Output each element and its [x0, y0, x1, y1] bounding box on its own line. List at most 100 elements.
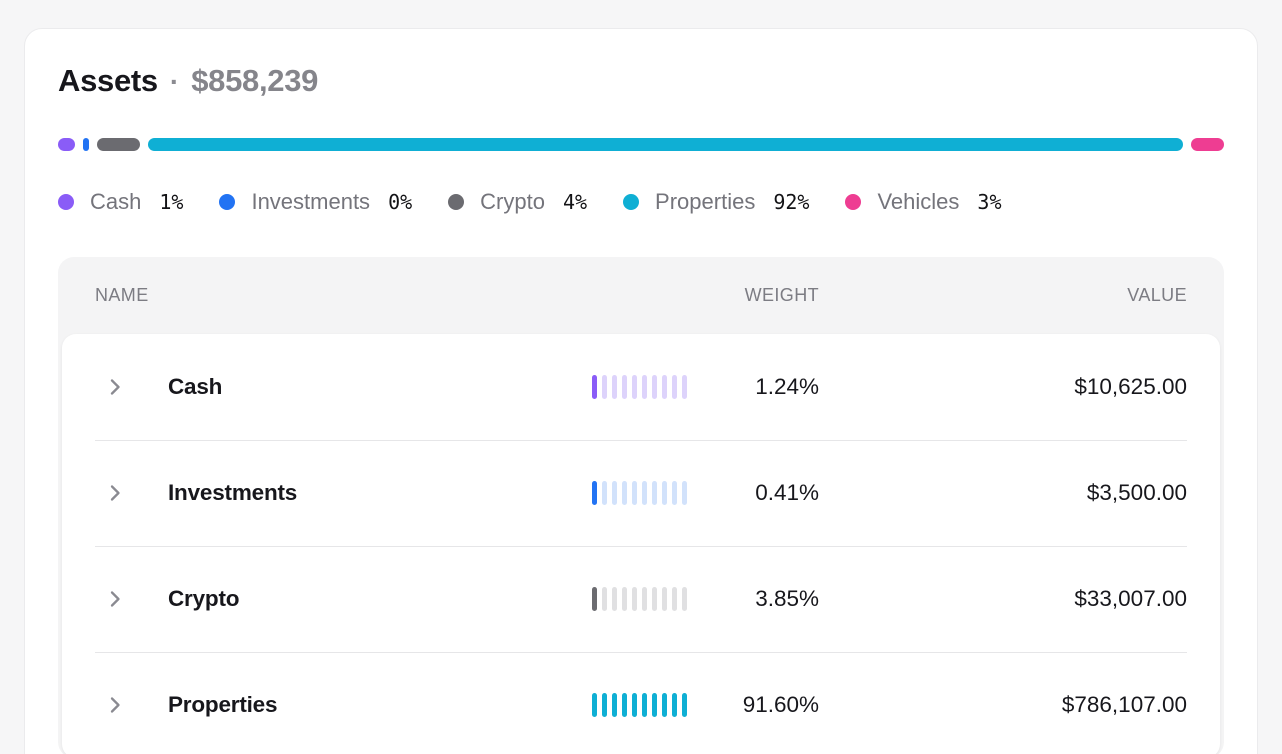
- weight-tick: [632, 375, 637, 399]
- assets-card: Assets · $858,239 Cash 1% Investments 0% Cry…: [24, 28, 1258, 754]
- weight-tick: [682, 587, 687, 611]
- column-header-weight: WEIGHT: [744, 285, 819, 305]
- table-body: Cash 1.24% $10,625.00 Investments 0.41% $3,50…: [62, 334, 1220, 754]
- legend-label: Investments: [251, 189, 371, 214]
- weight-tick: [652, 587, 657, 611]
- asset-weight: 0.41%: [755, 480, 819, 505]
- allocation-bar: [58, 137, 1224, 151]
- legend-percent: 4%: [562, 190, 588, 214]
- weight-tick: [662, 375, 667, 399]
- legend-percent: 1%: [159, 190, 184, 214]
- asset-name: Properties: [168, 692, 278, 717]
- weight-tick: [642, 587, 647, 611]
- weight-tick: [672, 693, 677, 717]
- asset-name: Investments: [168, 480, 298, 505]
- weight-tick: [652, 693, 657, 717]
- legend-percent: 92%: [773, 190, 810, 214]
- weight-tick: [612, 693, 617, 717]
- legend-item-investments[interactable]: Investments 0%: [219, 189, 412, 215]
- allocation-segment-investments: [83, 137, 89, 151]
- legend-dot-icon: [845, 194, 862, 210]
- weight-tick: [602, 693, 607, 717]
- legend-dot-icon: [219, 194, 236, 210]
- weight-tick: [642, 693, 647, 717]
- weight-tick: [612, 587, 617, 611]
- asset-weight: 91.60%: [742, 692, 819, 717]
- weight-tick: [612, 481, 617, 505]
- weight-tick: [672, 375, 677, 399]
- weight-tick: [622, 693, 627, 717]
- legend-dot-icon: [448, 194, 465, 210]
- asset-value: $33,007.00: [1074, 586, 1187, 611]
- weight-tick: [622, 375, 627, 399]
- table-row-cash[interactable]: Cash 1.24% $10,625.00: [62, 334, 1220, 440]
- legend-percent: 3%: [977, 190, 1002, 214]
- assets-title-row: Assets · $858,239: [58, 63, 1224, 99]
- weight-tick: [602, 375, 607, 399]
- weight-tick: [622, 481, 627, 505]
- weight-tick: [602, 481, 607, 505]
- allocation-segment-cash: [58, 137, 75, 151]
- title-separator: ·: [169, 66, 180, 97]
- assets-total-value: $858,239: [191, 63, 319, 98]
- weight-tick: [632, 481, 637, 505]
- weight-tick: [612, 375, 617, 399]
- weight-tick: [662, 587, 667, 611]
- legend-label: Cash: [90, 189, 142, 214]
- weight-tick: [672, 481, 677, 505]
- table-header: NAME WEIGHT VALUE: [58, 257, 1224, 334]
- legend-label: Properties: [655, 189, 756, 214]
- legend-dot-icon: [58, 194, 74, 210]
- chevron-right-icon[interactable]: [105, 695, 125, 715]
- weight-ticks-indicator: [592, 481, 692, 505]
- chevron-right-icon[interactable]: [105, 483, 125, 503]
- weight-tick: [592, 587, 597, 611]
- table-row-crypto[interactable]: Crypto 3.85% $33,007.00: [62, 546, 1220, 652]
- assets-table: NAME WEIGHT VALUE Cash 1.24% $10,625.00 Inv…: [58, 257, 1224, 754]
- weight-tick: [622, 587, 627, 611]
- weight-tick: [652, 375, 657, 399]
- weight-tick: [662, 693, 667, 717]
- weight-tick: [592, 693, 597, 717]
- weight-tick: [682, 693, 687, 717]
- asset-weight: 3.85%: [755, 586, 819, 611]
- chevron-right-icon[interactable]: [105, 377, 125, 397]
- asset-weight: 1.24%: [755, 374, 819, 399]
- weight-tick: [632, 693, 637, 717]
- legend-dot-icon: [623, 194, 640, 210]
- weight-tick: [592, 375, 597, 399]
- legend-label: Vehicles: [877, 189, 960, 214]
- weight-tick: [592, 481, 597, 505]
- weight-ticks-indicator: [592, 693, 692, 717]
- column-header-name: NAME: [95, 285, 149, 305]
- legend-label: Crypto: [480, 189, 545, 214]
- asset-name: Cash: [168, 374, 223, 399]
- allocation-segment-vehicles: [1191, 137, 1224, 151]
- weight-tick: [672, 587, 677, 611]
- weight-tick: [632, 587, 637, 611]
- weight-tick: [662, 481, 667, 505]
- weight-tick: [642, 375, 647, 399]
- page-title: Assets: [58, 63, 158, 98]
- allocation-segment-crypto: [97, 137, 141, 151]
- allocation-legend: Cash 1% Investments 0% Crypto 4% Properties 92%…: [58, 189, 1224, 215]
- table-row-investments[interactable]: Investments 0.41% $3,500.00: [62, 440, 1220, 546]
- weight-ticks-indicator: [592, 587, 692, 611]
- column-header-value: VALUE: [1127, 285, 1187, 305]
- legend-percent: 0%: [388, 190, 413, 214]
- chevron-right-icon[interactable]: [105, 589, 125, 609]
- weight-tick: [682, 375, 687, 399]
- asset-value: $3,500.00: [1086, 480, 1187, 505]
- weight-tick: [682, 481, 687, 505]
- legend-item-crypto[interactable]: Crypto 4%: [448, 189, 587, 215]
- asset-value: $786,107.00: [1061, 692, 1187, 717]
- table-row-properties[interactable]: Properties 91.60% $786,107.00: [62, 652, 1220, 754]
- legend-item-vehicles[interactable]: Vehicles 3%: [845, 189, 1002, 215]
- legend-item-cash[interactable]: Cash 1%: [58, 189, 183, 215]
- allocation-segment-properties: [148, 137, 1184, 151]
- weight-ticks-indicator: [592, 375, 692, 399]
- weight-tick: [642, 481, 647, 505]
- weight-tick: [602, 587, 607, 611]
- legend-item-properties[interactable]: Properties 92%: [623, 189, 809, 215]
- asset-name: Crypto: [168, 586, 240, 611]
